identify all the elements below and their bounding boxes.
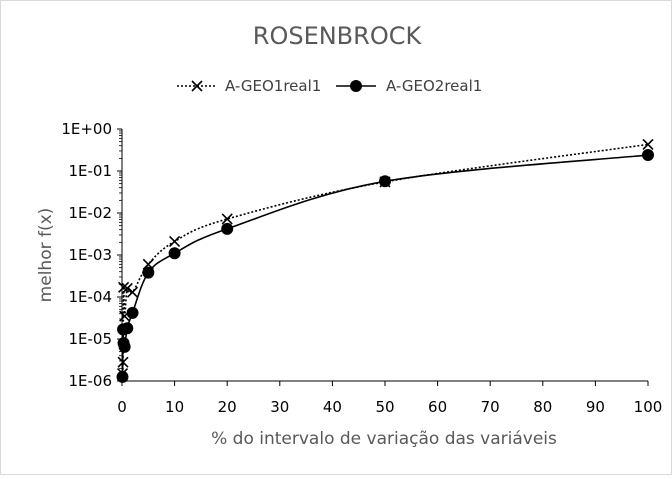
data-point — [642, 138, 654, 150]
series-line — [121, 154, 649, 377]
y-tick-label: 1E-06 — [68, 372, 112, 390]
y-tick-label: 1E-05 — [68, 330, 112, 348]
x-tick-label: 80 — [533, 398, 552, 416]
data-point — [168, 247, 181, 260]
data-point — [118, 340, 131, 353]
chart-title: ROSENBROCK — [253, 22, 423, 50]
y-tick-label: 1E-03 — [68, 246, 112, 264]
legend-label: A-GEO2real1 — [386, 77, 482, 95]
data-point — [221, 213, 233, 225]
x-tick-label: 90 — [586, 398, 605, 416]
x-tick-label: 30 — [270, 398, 289, 416]
x-axis-label: % do intervalo de variação das variáveis — [211, 429, 557, 449]
x-tick-label: 10 — [165, 398, 184, 416]
legend-label: A-GEO1real1 — [225, 77, 321, 95]
axes — [121, 129, 648, 382]
legend-marker — [191, 80, 203, 92]
legend-item-2: A-GEO2real1 — [336, 77, 482, 95]
y-tick-label: 1E-02 — [68, 204, 112, 222]
x-tick-label: 0 — [117, 398, 127, 416]
x-tick-label: 50 — [375, 398, 394, 416]
x-tick-label: 20 — [218, 398, 237, 416]
y-tick-label: 1E+00 — [61, 120, 112, 138]
x-tick-label: 40 — [323, 398, 342, 416]
data-point — [142, 266, 155, 279]
legend-marker — [350, 80, 362, 92]
data-point — [126, 306, 139, 319]
x-tick-label: 60 — [428, 398, 447, 416]
data-point — [118, 281, 130, 293]
data-point — [121, 322, 134, 335]
data-point — [126, 286, 139, 298]
data-point — [642, 149, 654, 162]
y-tick-label: 1E-01 — [68, 162, 112, 180]
data-point — [116, 370, 129, 383]
y-ticks: 1E-06 1E-05 1E-04 1E-03 1E-02 1E-01 1E+00 — [61, 120, 122, 390]
legend: A-GEO1real1 A-GEO2real1 — [177, 77, 482, 95]
series-layer — [116, 138, 654, 383]
x-ticks: 0 10 20 30 40 50 60 70 80 90 100 — [117, 381, 662, 416]
data-point — [121, 282, 133, 294]
legend-item-1: A-GEO1real1 — [177, 77, 321, 95]
data-point — [379, 175, 391, 188]
series-2 — [116, 149, 654, 383]
data-point — [221, 222, 234, 235]
x-tick-label: 100 — [634, 398, 663, 416]
y-axis-label: melhor f(x) — [36, 208, 56, 303]
x-tick-label: 70 — [481, 398, 500, 416]
y-tick-label: 1E-04 — [68, 288, 112, 306]
data-point — [169, 235, 181, 248]
